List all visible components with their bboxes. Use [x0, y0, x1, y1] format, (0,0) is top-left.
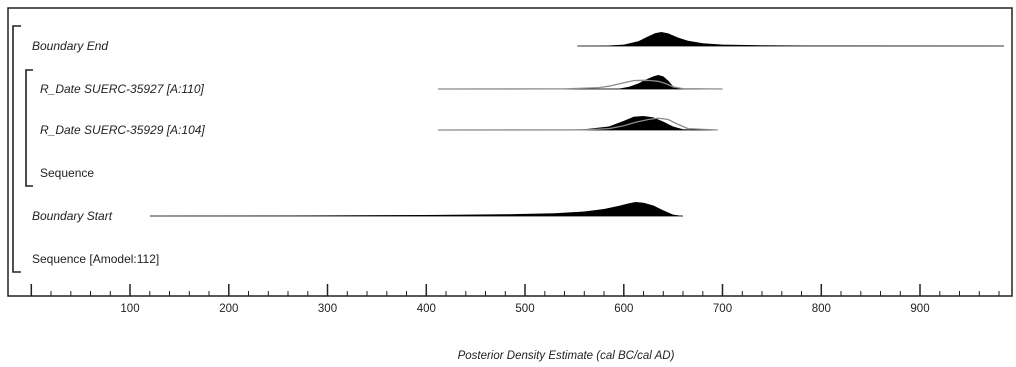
tick-label: 800 — [812, 303, 831, 315]
plot-frame — [7, 7, 1013, 297]
tick-label: 300 — [318, 303, 337, 315]
row-label: Boundary Start — [32, 209, 113, 223]
row-label: Sequence — [40, 166, 94, 180]
posterior-density — [149, 202, 684, 216]
tick-label: 500 — [515, 303, 534, 315]
row: Boundary Start — [32, 202, 684, 223]
row: Sequence — [40, 166, 94, 180]
posterior-density — [577, 32, 1004, 46]
tick-label: 400 — [417, 303, 436, 315]
row-label: R_Date SUERC-35929 [A:104] — [40, 123, 205, 137]
row-label: R_Date SUERC-35927 [A:110] — [40, 82, 205, 96]
tick-label: 600 — [614, 303, 633, 315]
tick-label: 200 — [219, 303, 238, 315]
tick-label: 700 — [713, 303, 732, 315]
row-label: Boundary End — [32, 39, 108, 53]
row: R_Date SUERC-35927 [A:110] — [40, 75, 723, 96]
x-axis: 100 200 300 400 500 600 700 800 900 — [30, 284, 1000, 315]
prior-density — [438, 117, 718, 131]
sequence-brackets — [12, 25, 33, 273]
row: Sequence [Amodel:112] — [32, 252, 159, 266]
tick-label: 100 — [120, 303, 139, 315]
row-label: Sequence [Amodel:112] — [32, 252, 159, 266]
row: R_Date SUERC-35929 [A:104] — [40, 116, 718, 137]
tick-label: 900 — [910, 303, 929, 315]
distribution-rows: Boundary End R_Date SUERC-35927 [A:110] R_… — [32, 32, 1004, 266]
x-axis-title: Posterior Density Estimate (cal BC/cal A… — [458, 350, 675, 362]
posterior-density — [438, 75, 723, 89]
inner-sequence-bracket — [25, 69, 33, 187]
prior-density — [438, 79, 723, 90]
outer-sequence-bracket — [12, 25, 21, 273]
row: Boundary End — [32, 32, 1004, 53]
